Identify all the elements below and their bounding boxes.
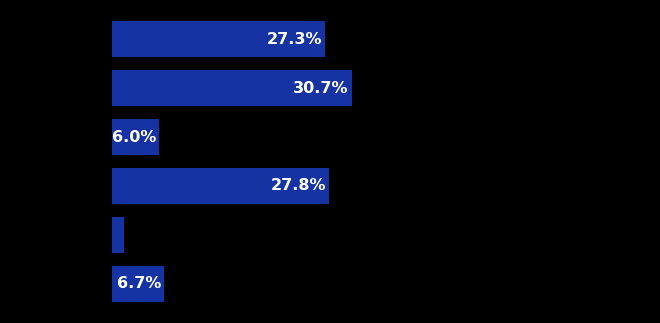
Bar [112,168,329,203]
Bar [112,266,164,302]
Bar [112,70,352,106]
Bar [112,120,159,155]
Text: 6.0%: 6.0% [112,130,156,144]
Text: 30.7%: 30.7% [293,80,348,96]
Text: 6.7%: 6.7% [117,276,161,291]
Text: 27.8%: 27.8% [271,179,326,193]
Bar [112,217,124,253]
Bar [112,21,325,57]
Text: 27.3%: 27.3% [267,32,322,47]
